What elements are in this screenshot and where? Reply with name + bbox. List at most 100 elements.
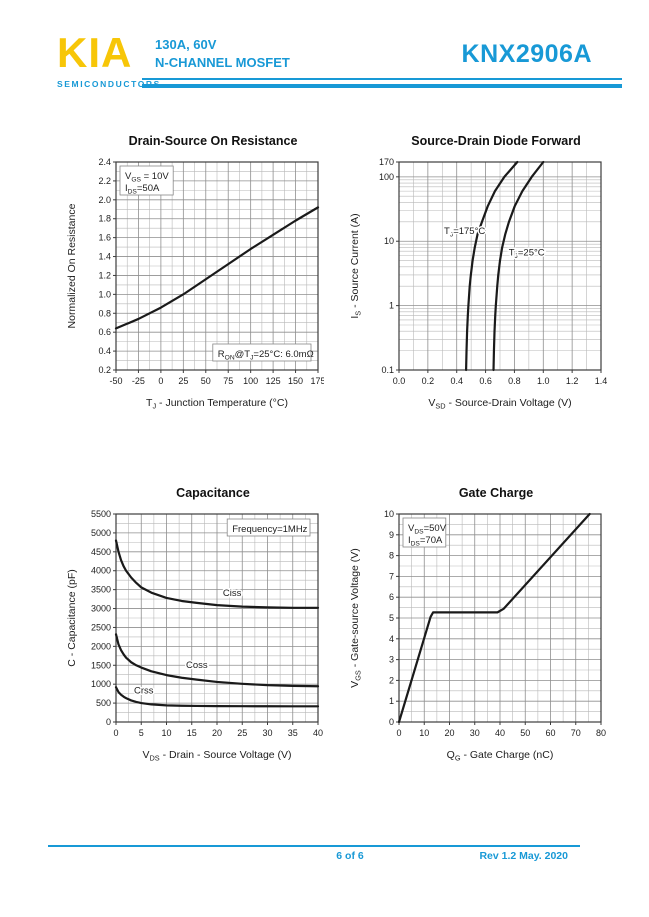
svg-text:30: 30 <box>262 728 272 738</box>
svg-text:Crss: Crss <box>134 685 154 696</box>
svg-text:IDS=50A: IDS=50A <box>125 183 160 195</box>
svg-text:0.6: 0.6 <box>98 327 111 337</box>
svg-text:2.2: 2.2 <box>98 176 111 186</box>
svg-text:1500: 1500 <box>91 660 111 670</box>
svg-text:70: 70 <box>571 728 581 738</box>
svg-text:VDS - Drain - Source Voltage (: VDS - Drain - Source Voltage (V) <box>142 749 291 762</box>
header-rule-thick <box>142 84 622 88</box>
svg-text:9: 9 <box>389 530 394 540</box>
svg-text:0.0: 0.0 <box>393 376 406 386</box>
svg-text:500: 500 <box>96 698 111 708</box>
svg-text:0.8: 0.8 <box>508 376 521 386</box>
svg-text:1.0: 1.0 <box>98 289 111 299</box>
svg-text:35: 35 <box>288 728 298 738</box>
footer-rule <box>48 845 580 847</box>
svg-text:125: 125 <box>266 376 281 386</box>
svg-text:1: 1 <box>389 301 394 311</box>
svg-text:5500: 5500 <box>91 509 111 519</box>
svg-text:0.4: 0.4 <box>98 346 111 356</box>
svg-text:2500: 2500 <box>91 622 111 632</box>
gate-charge-plot: 0 10 20 30 40 50 60 70 80 0 1 2 3 4 5 6 7 8 9 10 VDS=50VIDS=… <box>349 509 606 762</box>
capacitance-plot: 0 5 10 15 20 25 30 35 40 0 500 1000 1500 2000 2500 3000… <box>66 509 323 762</box>
svg-text:0.1: 0.1 <box>381 365 394 375</box>
svg-text:0.8: 0.8 <box>98 308 111 318</box>
chart-title: Source-Drain Diode Forward <box>411 134 581 148</box>
source-drain-diode-forward-plot: 0.0 0.2 0.4 0.6 0.8 1.0 1.2 1.4 170 100 10 1 0.1 TJ=1… <box>349 157 607 410</box>
drain-source-on-resistance-plot: -50 -25 0 25 50 75 100 125 150 175 0.2 0.4 0.6 0.8 1.0… <box>66 157 324 410</box>
svg-text:Ciss: Ciss <box>223 588 242 599</box>
svg-text:VGS - Gate-source Voltage (V): VGS - Gate-source Voltage (V) <box>349 548 362 688</box>
svg-text:2.4: 2.4 <box>98 157 111 167</box>
svg-text:Coss: Coss <box>186 660 208 671</box>
svg-text:75: 75 <box>223 376 233 386</box>
svg-text:4000: 4000 <box>91 566 111 576</box>
svg-text:5: 5 <box>139 728 144 738</box>
svg-text:0: 0 <box>158 376 163 386</box>
current-voltage-rating: 130A, 60V <box>155 37 217 52</box>
svg-text:0.2: 0.2 <box>98 365 111 375</box>
svg-text:TJ=25°C: TJ=25°C <box>509 248 545 260</box>
svg-text:8: 8 <box>389 551 394 561</box>
svg-text:10: 10 <box>384 509 394 519</box>
svg-text:50: 50 <box>201 376 211 386</box>
svg-text:0: 0 <box>113 728 118 738</box>
svg-text:3: 3 <box>389 655 394 665</box>
device-type: N-CHANNEL MOSFET <box>155 55 290 70</box>
svg-text:RON@TJ=25°C: 6.0mΩ: RON@TJ=25°C: 6.0mΩ <box>218 349 314 361</box>
svg-text:Normalized On Resistance: Normalized On Resistance <box>66 203 78 328</box>
svg-text:100: 100 <box>379 172 394 182</box>
svg-text:10: 10 <box>384 236 394 246</box>
svg-text:1.6: 1.6 <box>98 233 111 243</box>
svg-text:2.0: 2.0 <box>98 195 111 205</box>
svg-text:TJ - Junction Temperature (°C): TJ - Junction Temperature (°C) <box>146 397 288 410</box>
svg-text:7: 7 <box>389 571 394 581</box>
svg-text:QG - Gate Charge (nC): QG - Gate Charge (nC) <box>447 749 554 762</box>
svg-text:4: 4 <box>389 634 394 644</box>
revision-label: Rev 1.2 May. 2020 <box>479 850 568 862</box>
svg-text:6: 6 <box>389 592 394 602</box>
chart-title: Drain-Source On Resistance <box>128 134 298 148</box>
svg-text:20: 20 <box>212 728 222 738</box>
svg-text:80: 80 <box>596 728 606 738</box>
page-number: 6 of 6 <box>336 850 364 862</box>
svg-text:10: 10 <box>161 728 171 738</box>
svg-text:0: 0 <box>396 728 401 738</box>
svg-text:3500: 3500 <box>91 585 111 595</box>
svg-text:4500: 4500 <box>91 547 111 557</box>
svg-text:Frequency=1MHz: Frequency=1MHz <box>232 524 307 535</box>
svg-text:IDS=70A: IDS=70A <box>408 535 443 547</box>
kia-logo-text: KIA <box>57 29 133 76</box>
svg-text:3000: 3000 <box>91 604 111 614</box>
svg-text:50: 50 <box>520 728 530 738</box>
svg-text:VDS=50V: VDS=50V <box>408 523 447 535</box>
svg-text:0: 0 <box>106 717 111 727</box>
svg-text:C - Capacitance (pF): C - Capacitance (pF) <box>66 569 78 666</box>
svg-text:25: 25 <box>237 728 247 738</box>
svg-text:15: 15 <box>187 728 197 738</box>
svg-text:60: 60 <box>545 728 555 738</box>
svg-text:100: 100 <box>243 376 258 386</box>
svg-text:5: 5 <box>389 613 394 623</box>
svg-text:0.2: 0.2 <box>422 376 435 386</box>
device-summary: 130A, 60V N-CHANNEL MOSFET <box>155 36 290 72</box>
svg-text:0.4: 0.4 <box>450 376 463 386</box>
brand-logo: KIA SEMICONDUCTORS <box>57 29 161 90</box>
svg-text:IS - Source Current (A): IS - Source Current (A) <box>349 213 362 318</box>
svg-text:170: 170 <box>379 157 394 167</box>
svg-text:-50: -50 <box>109 376 122 386</box>
svg-text:-25: -25 <box>132 376 145 386</box>
svg-text:VSD - Source-Drain Voltage (V): VSD - Source-Drain Voltage (V) <box>428 397 571 410</box>
svg-text:1.2: 1.2 <box>566 376 579 386</box>
svg-text:1.4: 1.4 <box>98 252 111 262</box>
svg-text:10: 10 <box>419 728 429 738</box>
header-rule-thin <box>142 78 622 80</box>
svg-text:1: 1 <box>389 696 394 706</box>
svg-text:TJ=175°C: TJ=175°C <box>444 226 485 238</box>
part-number: KNX2906A <box>461 40 592 68</box>
chart-title: Gate Charge <box>458 486 534 500</box>
svg-text:30: 30 <box>470 728 480 738</box>
chart-gate-charge: Gate Charge 0 10 20 30 40 50 60 70 80 0 1 2 3 4 5 6 7 8 9 1… <box>345 486 607 768</box>
chart-drain-source-on-resistance: Drain-Source On Resistance -50 -25 0 25 50 75… <box>62 134 324 416</box>
chart-capacitance: Capacitance 0 5 10 15 20 25 30 35 40 0 500 1000 1500… <box>62 486 324 768</box>
